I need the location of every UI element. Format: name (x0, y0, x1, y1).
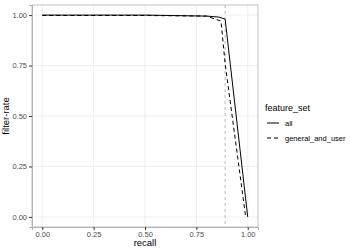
y-tick: 0.75 (12, 61, 32, 70)
x-tick: 0.00 (35, 227, 50, 239)
y-tick: 0.00 (12, 213, 32, 222)
x-tick-label: 1.00 (241, 230, 256, 239)
grid (32, 5, 258, 227)
y-tick-label: 0.00 (12, 213, 27, 222)
legend-key (267, 138, 279, 139)
y-axis-title: filter-rate (0, 97, 11, 134)
x-tick-label: 0.75 (190, 230, 205, 239)
panel-border (32, 5, 258, 227)
reference-line (225, 5, 226, 227)
y-tick-mark (29, 116, 32, 117)
y-axis: 0.00 0.25 0.50 0.75 1.00 (12, 6, 32, 228)
y-tick-mark (29, 66, 32, 67)
x-tick: 0.75 (190, 227, 205, 239)
plot-area (42, 5, 247, 227)
y-tick-mark (29, 217, 32, 218)
y-tick-label: 0.25 (12, 162, 27, 171)
series-line (42, 15, 245, 216)
series-line (42, 15, 247, 217)
y-tick-mark (29, 15, 32, 16)
y-tick-label: 1.00 (12, 11, 27, 20)
x-tick: 0.25 (87, 227, 102, 239)
y-tick-label: 0.50 (12, 112, 27, 121)
legend-key-background (265, 116, 281, 130)
chart: 0.000.250.500.751.000.000.250.500.751.00… (0, 0, 350, 250)
y-grid-line (32, 116, 258, 117)
x-axis-title: recall (134, 237, 157, 248)
legend: feature_setall general_and_user (265, 103, 346, 145)
legend-label: general_and_user (285, 134, 346, 143)
panel-background (32, 5, 258, 227)
y-grid-line (32, 65, 258, 66)
y-tick: 0.50 (12, 112, 32, 121)
legend-label: all (285, 119, 293, 128)
legend-key-background (265, 131, 281, 145)
x-tick-label: 0.25 (87, 230, 102, 239)
y-grid-line (32, 166, 258, 167)
y-tick: 1.00 (12, 11, 32, 20)
y-tick-label: 0.75 (12, 61, 27, 70)
y-tick-mark (29, 166, 32, 167)
x-tick: 1.00 (241, 227, 256, 239)
x-tick-label: 0.00 (35, 230, 50, 239)
y-grid-line (32, 216, 258, 217)
y-axis-line (29, 6, 33, 228)
legend-key (267, 123, 279, 124)
y-tick: 0.25 (12, 162, 32, 171)
legend-title: feature_set (265, 103, 311, 113)
